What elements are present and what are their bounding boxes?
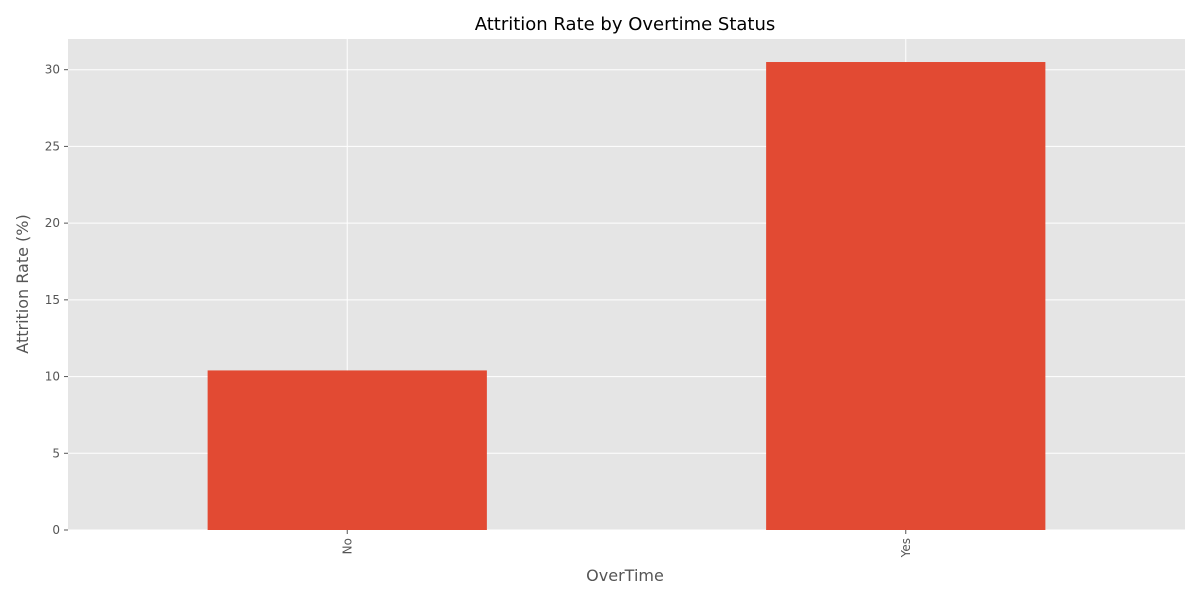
y-tick-label: 10 bbox=[45, 370, 60, 384]
y-tick-label: 0 bbox=[52, 523, 60, 537]
x-axis-label: OverTime bbox=[586, 566, 664, 585]
y-tick-label: 15 bbox=[45, 293, 60, 307]
x-tick-label-no: No bbox=[340, 538, 354, 554]
y-ticks: 0 5 10 15 20 25 30 bbox=[45, 63, 68, 537]
y-axis-label: Attrition Rate (%) bbox=[13, 214, 32, 353]
y-tick-label: 25 bbox=[45, 139, 60, 153]
x-tick-label-yes: Yes bbox=[899, 538, 913, 558]
y-tick-label: 30 bbox=[45, 63, 60, 77]
y-tick-label: 20 bbox=[45, 216, 60, 230]
y-tick-label: 5 bbox=[52, 446, 60, 460]
x-ticks: No Yes bbox=[340, 530, 913, 558]
bar-yes bbox=[766, 62, 1046, 530]
chart-title: Attrition Rate by Overtime Status bbox=[475, 14, 776, 35]
bars bbox=[207, 62, 1046, 530]
bar-no bbox=[207, 370, 487, 530]
